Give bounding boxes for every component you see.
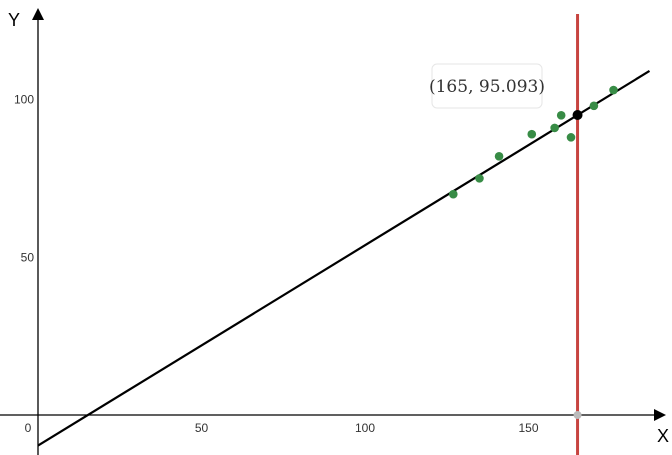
highlight-point bbox=[572, 109, 583, 120]
y-tick-label: 100 bbox=[14, 93, 34, 107]
data-point bbox=[494, 151, 504, 161]
tooltip-label: (165, 95.093) bbox=[429, 77, 545, 97]
x-tick-label: 0 bbox=[25, 421, 32, 435]
data-point bbox=[609, 85, 618, 95]
data-point bbox=[566, 133, 576, 142]
y-axis-label: Y bbox=[8, 10, 20, 30]
data-point bbox=[527, 129, 537, 139]
data-point bbox=[448, 189, 458, 199]
axes: X Y 0 50 100 150 50 100 bbox=[0, 8, 669, 455]
y-tick-label: 50 bbox=[21, 250, 35, 264]
x-tick-label: 50 bbox=[195, 421, 209, 435]
y-axis-arrow-icon bbox=[32, 8, 44, 20]
x-tick-label: 150 bbox=[518, 421, 538, 435]
x-axis-arrow-icon bbox=[654, 409, 666, 421]
x-tick-label: 100 bbox=[355, 421, 375, 435]
tooltip-box bbox=[431, 63, 543, 109]
x-axis-label: X bbox=[657, 426, 669, 446]
data-point bbox=[589, 101, 599, 111]
data-point bbox=[550, 123, 559, 133]
marks bbox=[37, 14, 651, 455]
data-point bbox=[556, 110, 566, 120]
regression-line bbox=[37, 70, 651, 447]
data-point bbox=[475, 174, 484, 183]
axis-intersection-point bbox=[573, 411, 582, 419]
point-tooltip: (165, 95.093) bbox=[429, 63, 545, 109]
